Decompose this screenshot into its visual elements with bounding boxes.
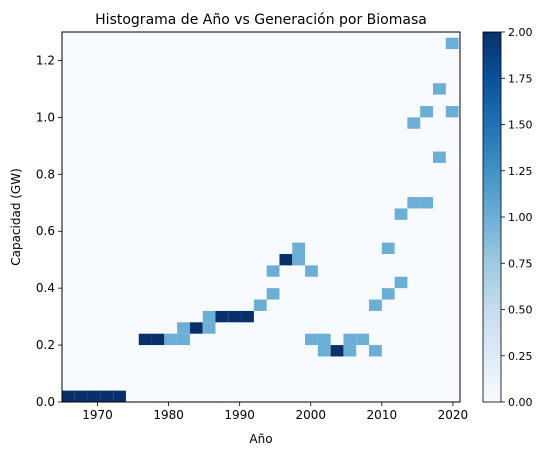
histogram-cell [292, 254, 306, 266]
histogram-cell [356, 333, 370, 346]
histogram-cell [202, 322, 216, 334]
colorbar: 0.00 0.25 0.50 0.75 1.00 1.25 1.50 1.75 2.00 [482, 26, 533, 409]
histogram-cell [87, 390, 101, 402]
histogram-cell [100, 390, 114, 402]
x-tick-label: 2020 [438, 408, 469, 422]
x-tick-label: 2000 [295, 408, 326, 422]
histogram-cell [343, 345, 357, 357]
y-tick-label: 0.0 [36, 395, 55, 409]
histogram-cell [381, 242, 395, 254]
x-tick-label: 1980 [153, 408, 184, 422]
histogram-cell [189, 322, 203, 334]
x-axis: 1970 1980 1990 2000 2010 2020 [82, 402, 468, 422]
plot-area [61, 31, 461, 403]
histogram-cell [62, 390, 75, 402]
y-tick-label: 0.6 [36, 224, 55, 238]
histogram-cell [164, 333, 178, 346]
colorbar-tick-label: 0.00 [508, 396, 533, 409]
y-tick-label: 1.0 [36, 110, 55, 124]
histogram-cell [253, 299, 267, 311]
histogram-cell [113, 390, 126, 402]
histogram-cell [138, 333, 152, 346]
histogram-cell [215, 310, 229, 323]
histogram-cell [177, 333, 190, 346]
plot-background [62, 32, 460, 402]
chart-title: Histograma de Año vs Generación por Biom… [95, 12, 427, 28]
histogram-cell [369, 299, 382, 311]
histogram-cell [292, 242, 306, 254]
histogram-cell [407, 117, 421, 129]
y-axis: 0.0 0.2 0.4 0.6 0.8 1.0 1.2 [36, 53, 62, 409]
histogram-cell [432, 151, 446, 163]
colorbar-tick-label: 1.75 [508, 72, 533, 85]
histogram-cell [369, 345, 382, 357]
histogram-cells [62, 37, 459, 402]
y-tick-label: 0.8 [36, 167, 55, 181]
y-axis-label: Capacidad (GW) [9, 168, 23, 266]
histogram-cell [228, 310, 242, 323]
histogram-cell [445, 37, 459, 50]
x-axis-label: Año [249, 432, 272, 446]
x-tick-label: 2010 [367, 408, 398, 422]
y-tick-label: 1.2 [36, 53, 55, 67]
colorbar-ticks: 0.00 0.25 0.50 0.75 1.00 1.25 1.50 1.75 2.00 [501, 26, 533, 409]
colorbar-tick-label: 1.00 [508, 211, 533, 224]
histogram-cell [266, 288, 280, 300]
x-tick-label: 1970 [82, 408, 113, 422]
colorbar-tick-label: 1.50 [508, 119, 533, 132]
colorbar-tick-label: 0.25 [508, 350, 533, 363]
plot-frame [61, 31, 461, 403]
histogram-cell [407, 197, 421, 209]
histogram-cell [177, 322, 190, 334]
histogram-cell [343, 333, 357, 346]
colorbar-gradient [482, 31, 502, 403]
y-tick-label: 0.4 [36, 281, 55, 295]
histogram-cell [420, 106, 433, 118]
colorbar-tick-label: 2.00 [508, 26, 533, 39]
histogram-cell [241, 310, 254, 323]
histogram-cell [381, 288, 395, 300]
histogram-cell [266, 265, 280, 277]
histogram-cell [305, 265, 318, 277]
histogram-cell [317, 345, 331, 357]
histogram-cell [305, 333, 318, 346]
histogram-cell [445, 106, 459, 118]
x-tick-label: 1990 [224, 408, 255, 422]
y-tick-label: 0.2 [36, 338, 55, 352]
colorbar-tick-label: 1.25 [508, 165, 533, 178]
histogram-cell [74, 390, 88, 402]
histogram-cell [151, 333, 165, 346]
histogram-cell [279, 254, 293, 266]
colorbar-tick-label: 0.75 [508, 257, 533, 270]
histogram-cell [394, 208, 408, 220]
histogram-cell [202, 310, 216, 323]
histogram-cell [330, 345, 344, 357]
histogram-cell [394, 276, 408, 289]
histogram-cell [432, 83, 446, 95]
histogram-cell [317, 333, 331, 346]
histogram-cell [420, 197, 433, 209]
colorbar-tick-label: 0.50 [508, 304, 533, 317]
